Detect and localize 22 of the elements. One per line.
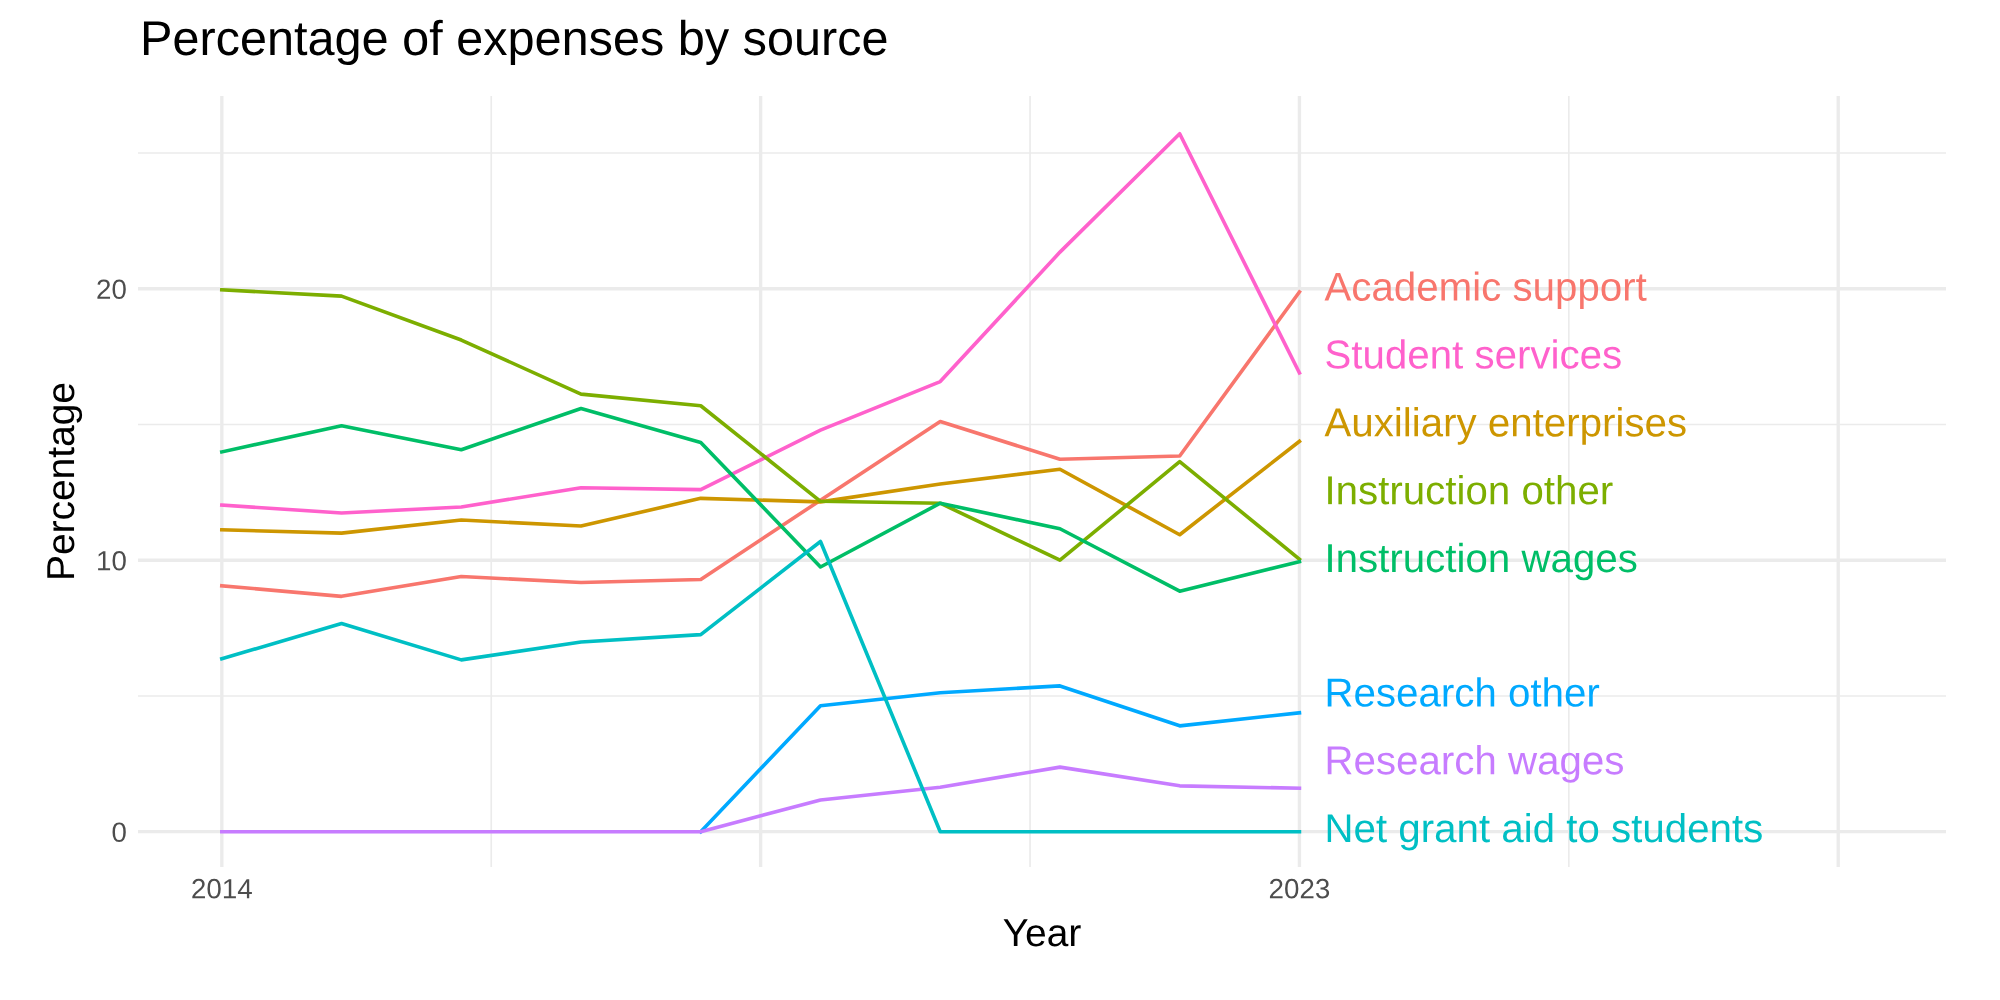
y-tick-label: 10 [98,550,126,571]
line-series [220,539,1302,834]
series-label: Instruction wages [1328,542,1637,581]
y-tick-label: 20 [97,279,126,300]
line-series [698,684,1302,834]
line-series [220,765,1302,834]
series-label: Auxiliary enterprises [1324,407,1686,445]
series-label: Instruction other [1328,474,1613,505]
series-label: Net grant aid to students [1327,812,1762,851]
line-series [220,406,1302,593]
series-label: Research wages [1327,745,1623,783]
line-series [220,131,1302,515]
y-axis-title: Percentage [47,383,83,578]
series-label: Academic support [1324,271,1647,309]
y-tick-label: 0 [112,822,126,843]
series-label: Student services [1326,339,1621,369]
x-tick-label: 2014 [192,878,252,899]
chart-title: Percentage of expenses by source [143,19,887,65]
x-tick-label: 2023 [1269,878,1330,899]
line-series [220,439,1302,537]
series-label: Research other [1327,677,1600,707]
x-axis-title: Year [1003,919,1081,947]
